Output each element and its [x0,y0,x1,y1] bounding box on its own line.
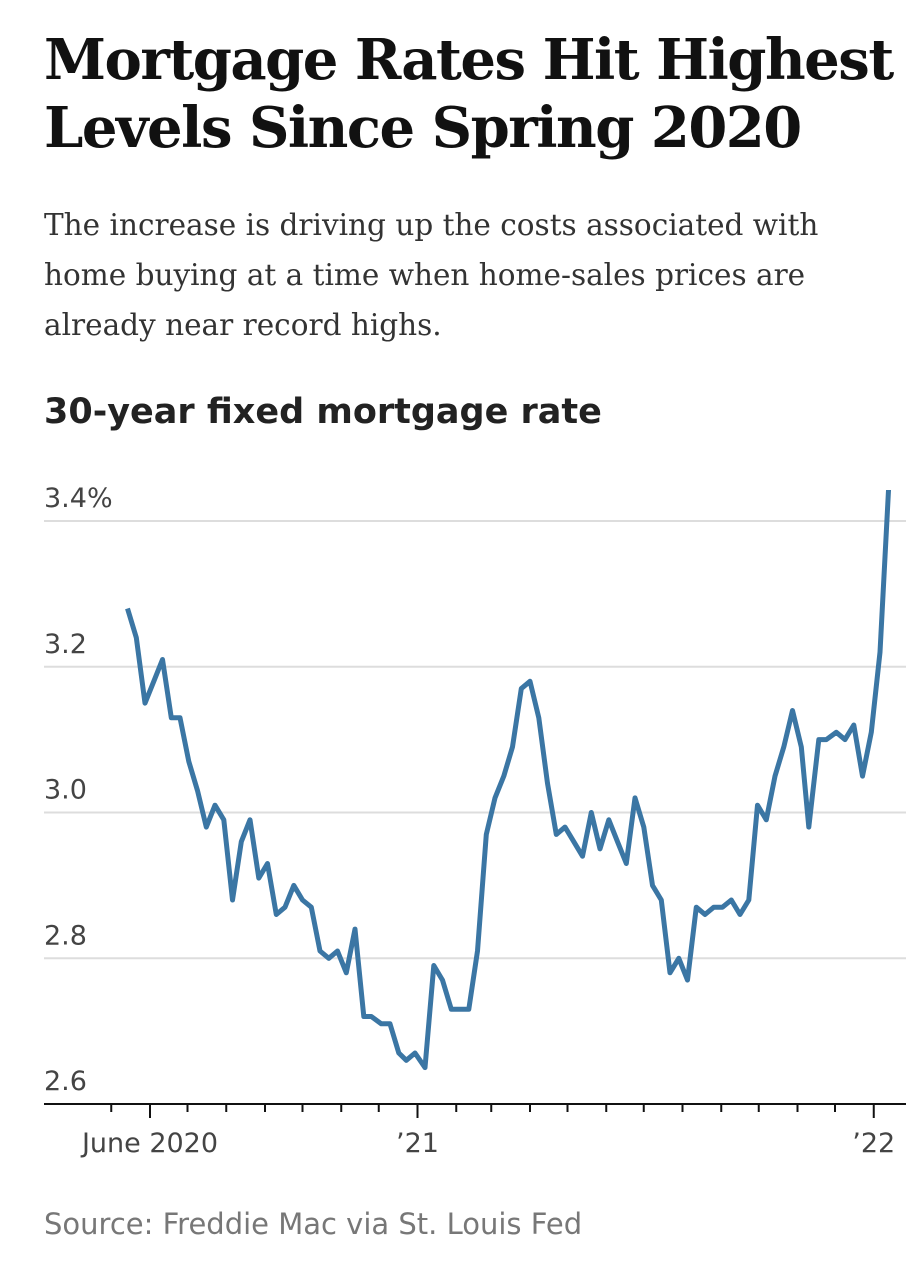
x-tick-label: June 2020 [80,1128,218,1159]
y-tick-label: 3.0 [44,775,87,806]
chart-title: 30-year fixed mortgage rate [44,392,602,432]
y-tick-label: 3.2 [44,629,87,660]
series-line-0 [125,490,892,1071]
x-axis [44,1103,906,1118]
x-tick-label: ’22 [852,1128,895,1159]
x-tick-labels: June 2020 ’21 ’22 [80,1128,895,1159]
y-tick-label: 2.6 [44,1066,87,1097]
y-tick-label: 2.8 [44,920,87,951]
gridlines [44,520,906,960]
line-chart: 2.6 2.8 3.0 3.2 3.4% June 2020 ’21 ’22 [44,483,906,1159]
y-axis: 2.6 2.8 3.0 3.2 3.4% [44,483,113,1097]
headline: Mortgage Rates Hit Highest Levels Since … [44,27,894,161]
y-tick-label: 3.4% [44,483,113,514]
subheadline: The increase is driving up the costs ass… [44,208,819,342]
series-lines [125,490,892,1071]
source-note: Source: Freddie Mac via St. Louis Fed [44,1207,583,1241]
x-tick-label: ’21 [396,1128,439,1159]
